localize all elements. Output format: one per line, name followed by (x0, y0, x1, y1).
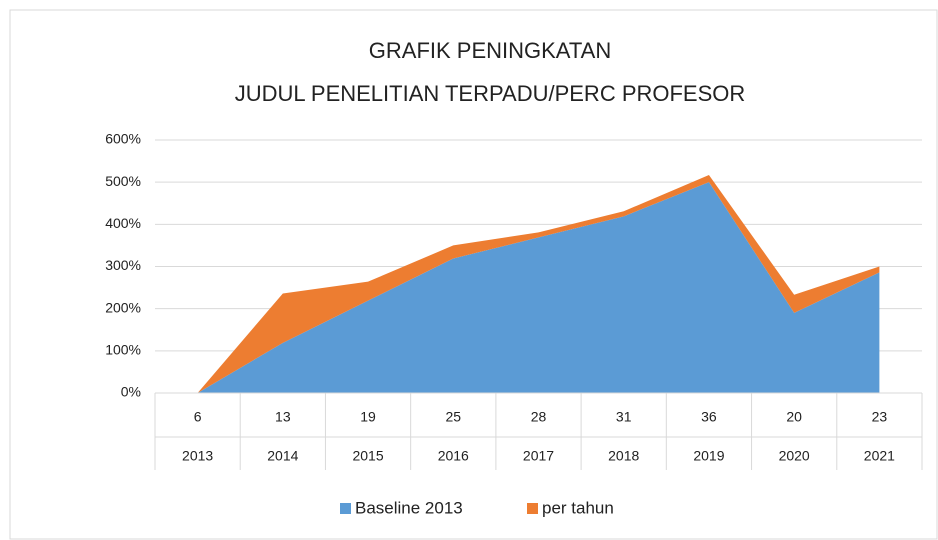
chart-title: JUDUL PENELITIAN TERPADU/PERC PROFESOR (235, 81, 746, 106)
x-tick-label: 2013 (182, 448, 213, 464)
x-tick-label: 36 (701, 409, 717, 425)
x-tick-label: 25 (445, 409, 461, 425)
x-tick-label: 2015 (352, 448, 383, 464)
y-tick-label: 500% (105, 173, 141, 189)
chart-title: GRAFIK PENINGKATAN (369, 38, 611, 63)
x-tick-label: 2018 (608, 448, 639, 464)
y-tick-label: 400% (105, 215, 141, 231)
legend-swatch (527, 503, 538, 514)
x-tick-label: 2019 (693, 448, 724, 464)
x-tick-label: 20 (786, 409, 802, 425)
legend-label: Baseline 2013 (355, 498, 463, 517)
x-tick-label: 28 (531, 409, 547, 425)
x-tick-label: 2021 (864, 448, 895, 464)
y-tick-label: 600% (105, 131, 141, 147)
x-tick-label: 2020 (779, 448, 810, 464)
x-tick-label: 2014 (267, 448, 298, 464)
legend-label: per tahun (542, 498, 614, 517)
x-tick-label: 2016 (438, 448, 469, 464)
x-tick-label: 31 (616, 409, 632, 425)
x-tick-label: 13 (275, 409, 291, 425)
legend-swatch (340, 503, 351, 514)
y-tick-label: 300% (105, 257, 141, 273)
x-tick-label: 2017 (523, 448, 554, 464)
y-tick-label: 100% (105, 342, 141, 358)
x-tick-label: 6 (194, 409, 202, 425)
x-tick-label: 19 (360, 409, 376, 425)
x-tick-label: 23 (872, 409, 888, 425)
area (197, 182, 880, 393)
y-tick-label: 200% (105, 299, 141, 315)
y-tick-label: 0% (121, 384, 141, 400)
